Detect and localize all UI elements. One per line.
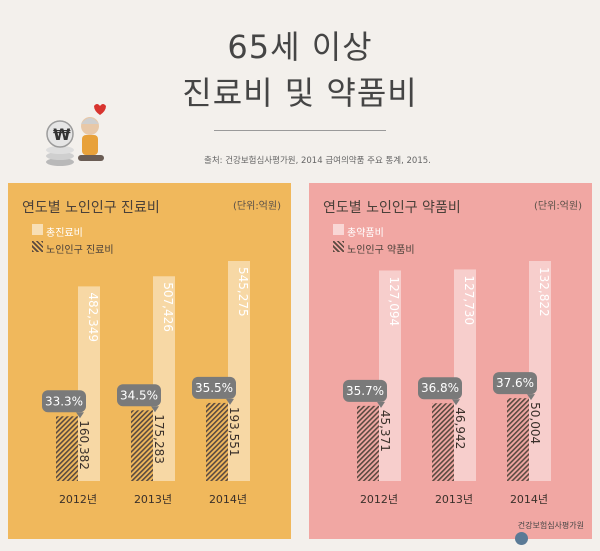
label-elderly-2013년: 175,283 [152, 414, 166, 464]
bar-elderly-2014년 [507, 398, 529, 481]
label-total-2012년: 482,349 [86, 292, 100, 342]
percent-label-2012년: 33.3% [45, 394, 83, 408]
percent-label-2013년: 36.8% [421, 381, 459, 395]
legend-total: 총약품비 [333, 224, 384, 239]
percent-label-2012년: 35.7% [346, 384, 384, 398]
year-label-2014년: 2014년 [209, 493, 247, 506]
medical-cost-chart: 482,349 160,382 33.3% 2012년 507,426 175,283 34… [42, 261, 250, 506]
legend-label-elderly: 노인인구 약품비 [347, 245, 415, 256]
page-title-line2: 진료비 및 약품비 [182, 74, 418, 112]
legend-elderly: 노인인구 약품비 [333, 241, 415, 256]
footer-org: 건강보험심사평가원 [517, 521, 584, 530]
title-divider [214, 130, 386, 131]
medical-cost-panel: 연도별 노인인구 진료비 (단위:억원) 총진료비 노인인구 진료비 482,3… [8, 183, 291, 539]
bar-total-2014년 [529, 261, 551, 481]
percent-label-2014년: 35.5% [195, 381, 233, 395]
bar-total-2013년 [454, 269, 476, 481]
drug-cost-chart: 127,094 45,371 35.7% 2012년 127,730 46,942 36.8… [343, 261, 551, 506]
year-label-2012년: 2012년 [360, 493, 398, 506]
legend-total: 총진료비 [32, 224, 83, 239]
percent-badge-2014년 [192, 376, 236, 399]
label-total-2014년: 132,822 [537, 267, 551, 317]
drug-cost-panel: 연도별 노인인구 약품비 (단위:억원) 총약품비 노인인구 약품비 127,0… [309, 183, 592, 539]
legend-label-elderly: 노인인구 진료비 [46, 245, 114, 256]
bar-total-2014년 [228, 261, 250, 481]
svg-text:₩: ₩ [53, 125, 71, 144]
label-elderly-2014년: 193,551 [227, 407, 241, 457]
bar-total-2012년 [78, 286, 100, 481]
bar-elderly-2014년 [206, 402, 228, 481]
percent-label-2014년: 37.6% [496, 376, 534, 390]
label-total-2012년: 127,094 [387, 276, 401, 326]
bar-elderly-2013년 [432, 403, 454, 481]
elderly-with-coins-illustration: ₩ [46, 104, 106, 166]
legend-label-total: 총진료비 [46, 228, 83, 239]
label-elderly-2012년: 160,382 [77, 420, 91, 470]
percent-badge-2014년 [493, 372, 537, 395]
bar-elderly-2012년 [357, 405, 379, 481]
legend-label-total: 총약품비 [347, 228, 384, 239]
bar-elderly-2012년 [56, 416, 78, 481]
year-label-2013년: 2013년 [435, 493, 473, 506]
legend-swatch-elderly [333, 241, 344, 252]
label-elderly-2013년: 46,942 [453, 407, 467, 449]
percent-badge-2012년 [42, 390, 86, 413]
bar-total-2012년 [379, 270, 401, 481]
percent-badge-2013년 [117, 384, 161, 407]
source-note: 출처: 건강보험심사평가원, 2014 급여의약품 주요 통계, 2015. [204, 156, 431, 166]
page-title-line1: 65세 이상 [227, 28, 373, 66]
panel-title: 연도별 노인인구 약품비 [323, 200, 461, 216]
legend-swatch-total [32, 224, 43, 235]
legend-elderly: 노인인구 진료비 [32, 241, 114, 256]
unit-label: (단위:억원) [233, 201, 281, 212]
org-logo-icon [515, 532, 528, 545]
year-label-2014년: 2014년 [510, 493, 548, 506]
panel-title: 연도별 노인인구 진료비 [22, 200, 160, 216]
label-total-2014년: 545,275 [236, 267, 250, 317]
year-label-2012년: 2012년 [59, 493, 97, 506]
label-total-2013년: 507,426 [161, 282, 175, 332]
label-elderly-2014년: 50,004 [528, 402, 542, 444]
percent-badge-2013년 [418, 377, 462, 400]
label-total-2013년: 127,730 [462, 275, 476, 325]
label-elderly-2012년: 45,371 [378, 410, 392, 452]
bar-total-2013년 [153, 276, 175, 481]
year-label-2013년: 2013년 [134, 493, 172, 506]
percent-badge-2012년 [343, 379, 387, 402]
percent-label-2013년: 34.5% [120, 388, 158, 402]
bar-elderly-2013년 [131, 410, 153, 481]
legend-swatch-total [333, 224, 344, 235]
legend-swatch-elderly [32, 241, 43, 252]
unit-label: (단위:억원) [534, 201, 582, 212]
